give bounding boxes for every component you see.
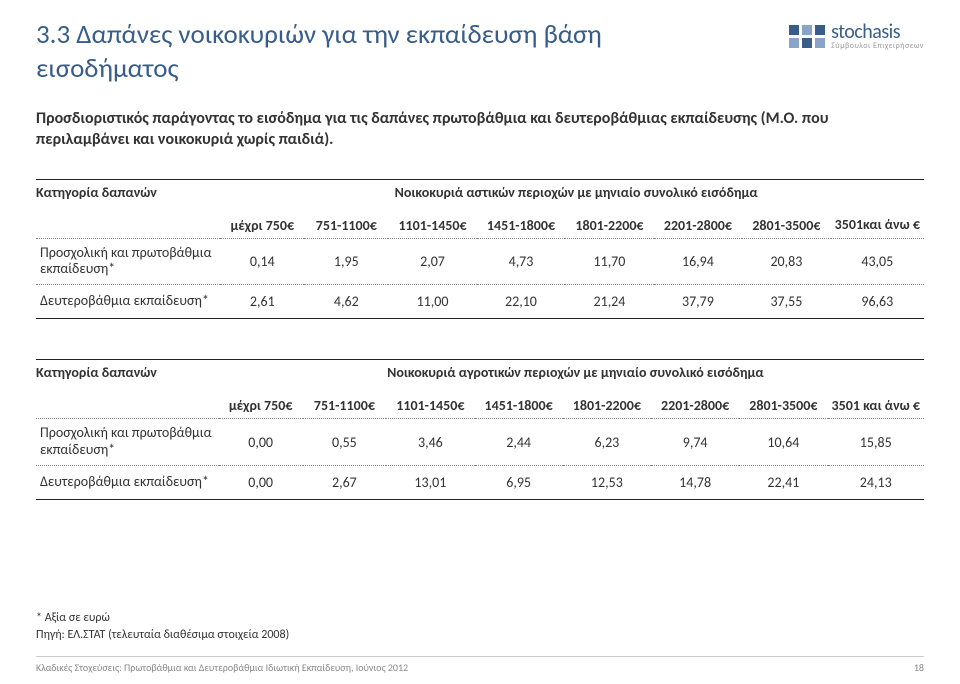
table2-r0c2: 3,46 bbox=[386, 419, 474, 466]
footnote-1: * Αξία σε ευρώ bbox=[36, 610, 289, 627]
table1-col-3: 1451-1800€ bbox=[477, 211, 565, 239]
table2-r1c0: 0,00 bbox=[219, 465, 303, 499]
table2-r1c3: 6,95 bbox=[475, 465, 563, 499]
table2-r0c5: 9,74 bbox=[651, 419, 739, 466]
table1-col-0: μέχρι 750€ bbox=[220, 211, 304, 239]
table2-r1c7: 24,13 bbox=[828, 465, 925, 499]
logo-text: stochasis bbox=[831, 22, 924, 42]
table2-r0c1: 0,55 bbox=[303, 419, 387, 466]
table1-r1c0: 2,61 bbox=[220, 285, 304, 319]
header: 3.3 Δαπάνες νοικοκυριών για την εκπαίδευ… bbox=[36, 18, 924, 86]
table1-r1c4: 21,24 bbox=[565, 285, 653, 319]
table1-col-7: 3501και άνω € bbox=[831, 211, 924, 239]
table2-r1c2: 13,01 bbox=[386, 465, 474, 499]
table2-row1-label: Δευτεροβάθμια εκπαίδευση* bbox=[36, 465, 219, 499]
table2-r1c6: 22,41 bbox=[739, 465, 827, 499]
page-title: 3.3 Δαπάνες νοικοκυριών για την εκπαίδευ… bbox=[36, 18, 676, 86]
table2-col-2: 1101-1450€ bbox=[386, 391, 474, 419]
table2-r1c5: 14,78 bbox=[651, 465, 739, 499]
table1-category-label: Κατηγορία δαπανών bbox=[36, 179, 220, 205]
footnotes: * Αξία σε ευρώ Πηγή: ΕΛ.ΣΤΑΤ (τελευταία … bbox=[36, 610, 289, 644]
table2-row0-label: Προσχολική και πρωτοβάθμια εκπαίδευση* bbox=[36, 419, 219, 466]
table2-r0c3: 2,44 bbox=[475, 419, 563, 466]
table2-r0c4: 6,23 bbox=[563, 419, 651, 466]
table1-row0-label: Προσχολική και πρωτοβάθμια εκπαίδευση* bbox=[36, 238, 220, 285]
logo-subtext: Σύμβουλοι Επιχειρήσεων bbox=[831, 42, 924, 50]
logo: stochasis Σύμβουλοι Επιχειρήσεων bbox=[789, 22, 924, 50]
table1-r0c5: 16,94 bbox=[654, 238, 742, 285]
table1-r1c7: 96,63 bbox=[831, 285, 924, 319]
table2-col-1: 751-1100€ bbox=[303, 391, 387, 419]
table1-col-2: 1101-1450€ bbox=[388, 211, 476, 239]
table1-r0c2: 2,07 bbox=[388, 238, 476, 285]
table2-col-7: 3501 και άνω € bbox=[828, 391, 925, 419]
table1-title: Νοικοκυριά αστικών περιοχών με μηνιαίο σ… bbox=[387, 184, 758, 201]
table1-col-5: 2201-2800€ bbox=[654, 211, 742, 239]
table1-r0c6: 20,83 bbox=[742, 238, 830, 285]
table1-r0c1: 1,95 bbox=[304, 238, 388, 285]
table1-r1c5: 37,79 bbox=[654, 285, 742, 319]
table1-r1c6: 37,55 bbox=[742, 285, 830, 319]
intro-paragraph: Προσδιοριστικός παράγοντας το εισόδημα γ… bbox=[36, 108, 856, 151]
table1-row1-label: Δευτεροβάθμια εκπαίδευση* bbox=[36, 285, 220, 319]
footer-left: Κλαδικές Στοχεύσεις: Πρωτοβάθμια και Δευ… bbox=[36, 661, 408, 674]
table2-title: Νοικοκυριά αγροτικών περιοχών με μηνιαίο… bbox=[379, 364, 764, 381]
table2-r0c7: 15,85 bbox=[828, 419, 925, 466]
table2-col-0: μέχρι 750€ bbox=[219, 391, 303, 419]
table1-r0c3: 4,73 bbox=[477, 238, 565, 285]
table1-col-4: 1801-2200€ bbox=[565, 211, 653, 239]
logo-icon bbox=[789, 25, 825, 48]
footnote-2: Πηγή: ΕΛ.ΣΤΑΤ (τελευταία διαθέσιμα στοιχ… bbox=[36, 627, 289, 644]
table2-r1c1: 2,67 bbox=[303, 465, 387, 499]
table1-col-6: 2801-3500€ bbox=[742, 211, 830, 239]
table2-r0c0: 0,00 bbox=[219, 419, 303, 466]
table1-r0c4: 11,70 bbox=[565, 238, 653, 285]
table2-col-3: 1451-1800€ bbox=[475, 391, 563, 419]
table1-r1c1: 4,62 bbox=[304, 285, 388, 319]
table1-r0c7: 43,05 bbox=[831, 238, 924, 285]
table1-col-1: 751-1100€ bbox=[304, 211, 388, 239]
table2-r0c6: 10,64 bbox=[739, 419, 827, 466]
table2-category-label: Κατηγορία δαπανών bbox=[36, 360, 219, 386]
footer-page-number: 18 bbox=[914, 661, 924, 674]
table-urban: Κατηγορία δαπανών Νοικοκυριά αστικών περ… bbox=[36, 179, 924, 320]
table2-col-5: 2201-2800€ bbox=[651, 391, 739, 419]
table2-r1c4: 12,53 bbox=[563, 465, 651, 499]
page-footer: Κλαδικές Στοχεύσεις: Πρωτοβάθμια και Δευ… bbox=[36, 656, 924, 674]
table1-r1c3: 22,10 bbox=[477, 285, 565, 319]
table-rural: Κατηγορία δαπανών Νοικοκυριά αγροτικών π… bbox=[36, 359, 924, 500]
table1-r1c2: 11,00 bbox=[388, 285, 476, 319]
table2-col-6: 2801-3500€ bbox=[739, 391, 827, 419]
table1-r0c0: 0,14 bbox=[220, 238, 304, 285]
table2-col-4: 1801-2200€ bbox=[563, 391, 651, 419]
